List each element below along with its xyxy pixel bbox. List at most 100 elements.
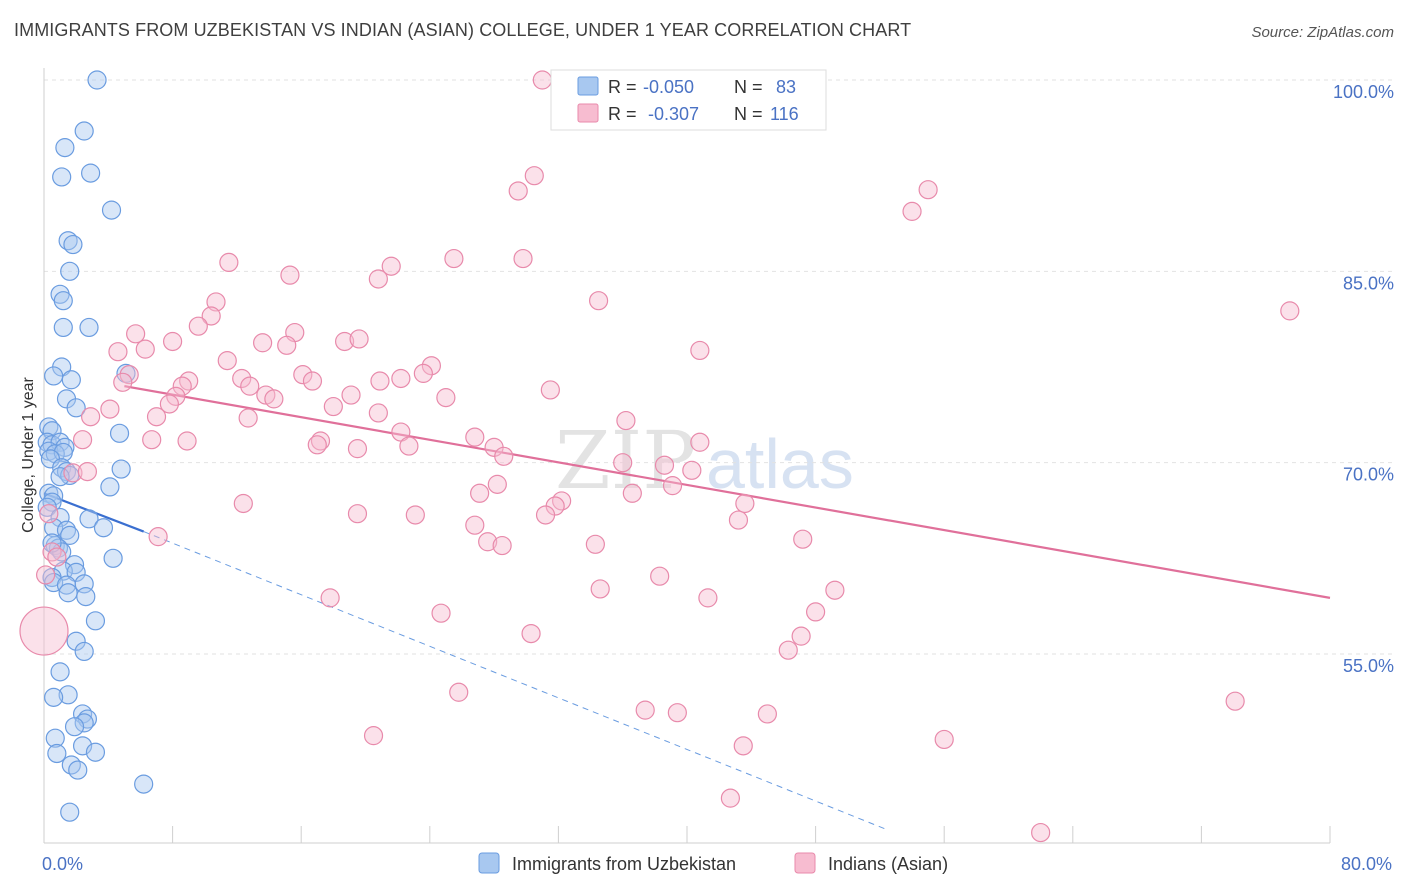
indians-point: [166, 386, 186, 406]
indians-point: [126, 324, 146, 344]
axis-layer: 100.0% 85.0% 70.0% 55.0% 0.0% 80.0%: [42, 68, 1394, 874]
indians-point: [613, 453, 633, 473]
indians-point: [119, 365, 139, 385]
uzbekistan-point: [93, 518, 114, 538]
uzbekistan-point: [45, 728, 65, 748]
indians-point: [733, 736, 753, 756]
legend-swatch-indians: [577, 103, 599, 123]
uzbekistan-point: [87, 70, 107, 90]
x-tick-label: 0.0%: [42, 854, 83, 874]
indians-point: [113, 372, 133, 392]
indians-point: [449, 682, 469, 702]
uzbekistan-point: [58, 685, 78, 705]
legend-r-label-indians: R =: [608, 104, 637, 124]
uzbekistan-point: [47, 743, 67, 764]
indians-point: [335, 331, 355, 352]
legend-r-value-uzbekistan: -0.050: [643, 77, 694, 97]
uzbekistan-point: [64, 717, 85, 737]
indians-point: [391, 368, 411, 389]
uzbekistan-point: [74, 121, 94, 141]
indians-point: [381, 256, 401, 276]
indians-point: [436, 388, 456, 408]
indians-point: [1280, 301, 1300, 321]
uzbekistan-point: [76, 586, 96, 607]
indians-point: [535, 505, 556, 525]
indians-point: [662, 476, 683, 496]
indians-point: [63, 463, 83, 483]
indians-point: [698, 588, 718, 608]
uzbekistan-point: [44, 687, 64, 707]
indians-point: [902, 201, 922, 221]
indians-point: [521, 623, 541, 644]
indians-point: [81, 407, 101, 427]
legend-n-value-indians: 116: [770, 104, 799, 124]
indians-point: [508, 181, 528, 201]
indians-point: [1031, 822, 1051, 843]
y-tick-label: 55.0%: [1343, 656, 1394, 676]
indians-point: [470, 483, 490, 503]
uzbekistan-point: [66, 398, 86, 418]
y-tick-label: 85.0%: [1343, 273, 1394, 293]
top-legend: R = -0.050 N = 83 R = -0.307 N = 116: [550, 69, 827, 131]
uzbekistan-point: [60, 802, 80, 822]
indians-point: [253, 333, 273, 353]
indians-point: [370, 371, 390, 391]
indians-trend-line: [124, 385, 1331, 599]
uzbekistan-point: [79, 509, 99, 529]
indians-point: [682, 460, 702, 480]
indians-point: [690, 340, 710, 361]
indians-point: [233, 493, 253, 514]
indians-point: [232, 368, 252, 389]
indians-point: [201, 306, 221, 326]
indians-point: [307, 435, 327, 455]
indians-point: [163, 331, 183, 352]
indians-point: [465, 515, 485, 535]
indians-point: [172, 376, 192, 396]
indians-point: [918, 180, 938, 200]
y-tick-label: 70.0%: [1343, 465, 1394, 485]
indians-point: [349, 329, 369, 349]
indians-point: [524, 166, 544, 186]
indians-point: [368, 269, 388, 289]
indians-point: [77, 461, 98, 482]
legend-r-label-uzbekistan: R =: [608, 77, 637, 97]
indians-point: [421, 356, 442, 376]
uzbekistan-point: [63, 234, 83, 255]
legend-swatch-uzbekistan: [577, 76, 599, 96]
indians-point: [413, 363, 433, 383]
indians-point: [148, 527, 168, 547]
indians-point: [793, 529, 813, 549]
uzbekistan-point: [61, 755, 81, 775]
indians-point: [757, 704, 777, 724]
indians-point: [585, 534, 605, 554]
uzbekistan-point: [44, 486, 64, 506]
uzbekistan-point: [52, 167, 72, 187]
indians-point: [934, 729, 954, 750]
indians-point: [778, 640, 798, 660]
bottom-legend-swatch-uzbekistan: [478, 852, 500, 874]
chart-source: Source: ZipAtlas.com: [1251, 24, 1394, 41]
indians-point: [622, 483, 642, 503]
indians-point: [264, 389, 284, 409]
bottom-legend-swatch-indians: [794, 852, 816, 874]
indians-point: [277, 335, 297, 355]
indians-point: [47, 547, 67, 567]
indians-point: [347, 439, 368, 459]
indians-point: [540, 380, 560, 400]
indians-point: [635, 700, 655, 720]
bottom-legend-label-uzbekistan: Immigrants from Uzbekistan: [512, 854, 736, 874]
uzbekistan-point: [101, 200, 122, 220]
uzbekistan-point: [66, 631, 86, 651]
indians-point: [320, 588, 340, 608]
indians-point: [146, 407, 167, 427]
indians-point: [735, 493, 755, 514]
indians-point: [179, 371, 199, 391]
indians-point: [323, 396, 343, 417]
indians-point-large: [19, 606, 69, 656]
indians-point: [590, 579, 610, 599]
indians-point: [159, 394, 179, 414]
indians-point: [108, 342, 128, 362]
uzbekistan-point: [74, 713, 94, 733]
watermark-atlas: atlas: [706, 425, 854, 503]
